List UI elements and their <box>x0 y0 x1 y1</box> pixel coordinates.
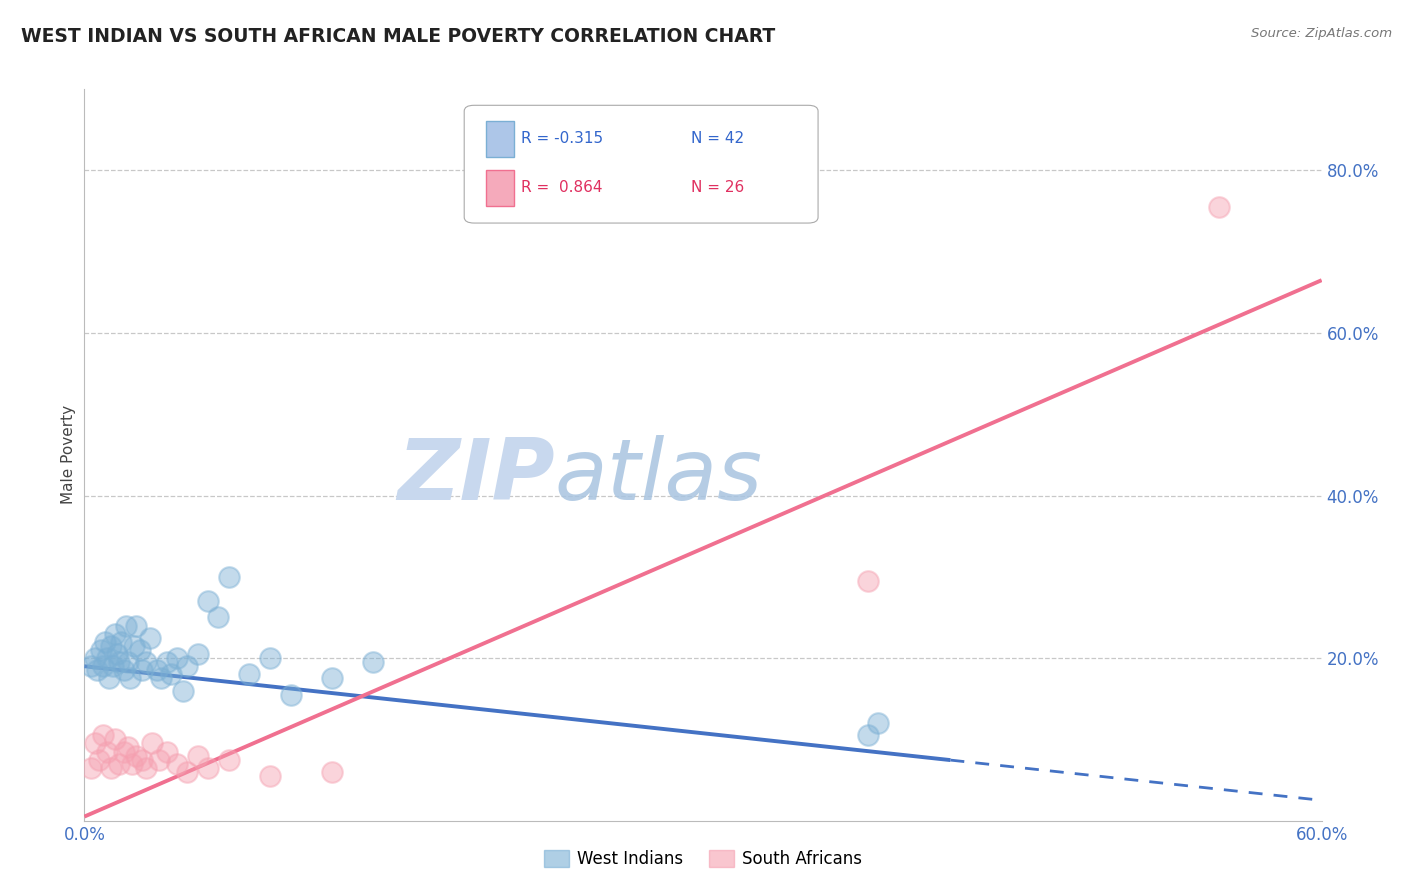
Point <box>176 659 198 673</box>
Point <box>125 618 148 632</box>
Point <box>238 667 260 681</box>
Point <box>131 753 153 767</box>
Point <box>98 672 121 686</box>
Point <box>176 764 198 779</box>
Point <box>103 659 125 673</box>
Point <box>91 728 114 742</box>
Point <box>135 655 157 669</box>
Point <box>112 663 135 677</box>
Point <box>129 643 152 657</box>
Point <box>122 639 145 653</box>
Point <box>96 651 118 665</box>
Point <box>104 626 127 640</box>
FancyBboxPatch shape <box>464 105 818 223</box>
Text: N = 42: N = 42 <box>690 131 744 146</box>
Point <box>100 761 122 775</box>
Point <box>125 748 148 763</box>
Point <box>139 631 162 645</box>
Point <box>118 672 141 686</box>
Point <box>259 769 281 783</box>
Point <box>121 756 143 771</box>
Point <box>856 728 879 742</box>
Point <box>108 756 131 771</box>
Point <box>207 610 229 624</box>
Point <box>108 655 131 669</box>
Point <box>856 574 879 588</box>
Point <box>96 745 118 759</box>
Point <box>148 753 170 767</box>
Point <box>156 745 179 759</box>
Point <box>79 659 101 673</box>
Point <box>321 764 343 779</box>
Point <box>166 651 188 665</box>
Point <box>86 663 108 677</box>
Text: ZIP: ZIP <box>396 435 554 518</box>
Text: N = 26: N = 26 <box>690 180 744 195</box>
FancyBboxPatch shape <box>486 120 513 157</box>
Point <box>131 663 153 677</box>
Point <box>197 761 219 775</box>
Point <box>79 761 101 775</box>
Point <box>110 635 132 649</box>
Point <box>105 647 128 661</box>
Point <box>112 745 135 759</box>
Point <box>1208 200 1230 214</box>
Text: Source: ZipAtlas.com: Source: ZipAtlas.com <box>1251 27 1392 40</box>
Point <box>156 655 179 669</box>
Point <box>94 635 117 649</box>
FancyBboxPatch shape <box>486 169 513 206</box>
Point <box>187 647 209 661</box>
Point <box>83 736 105 750</box>
Point <box>361 655 384 669</box>
Point <box>218 570 240 584</box>
Point <box>117 655 139 669</box>
Y-axis label: Male Poverty: Male Poverty <box>60 405 76 505</box>
Point <box>135 761 157 775</box>
Point <box>104 732 127 747</box>
Point <box>87 753 110 767</box>
Point <box>141 736 163 750</box>
Legend: West Indians, South Africans: West Indians, South Africans <box>537 843 869 874</box>
Point <box>117 740 139 755</box>
Point <box>868 716 890 731</box>
Point <box>166 756 188 771</box>
Text: R = -0.315: R = -0.315 <box>522 131 603 146</box>
Point <box>90 643 112 657</box>
Point <box>149 672 172 686</box>
Point <box>280 688 302 702</box>
Point <box>172 683 194 698</box>
Point <box>259 651 281 665</box>
Point <box>83 651 105 665</box>
Point <box>218 753 240 767</box>
Text: R =  0.864: R = 0.864 <box>522 180 603 195</box>
Point <box>197 594 219 608</box>
Point <box>321 672 343 686</box>
Point <box>145 663 167 677</box>
Text: atlas: atlas <box>554 435 762 518</box>
Point <box>114 618 136 632</box>
Point <box>91 659 114 673</box>
Point <box>160 667 183 681</box>
Point <box>100 639 122 653</box>
Text: WEST INDIAN VS SOUTH AFRICAN MALE POVERTY CORRELATION CHART: WEST INDIAN VS SOUTH AFRICAN MALE POVERT… <box>21 27 775 45</box>
Point <box>187 748 209 763</box>
